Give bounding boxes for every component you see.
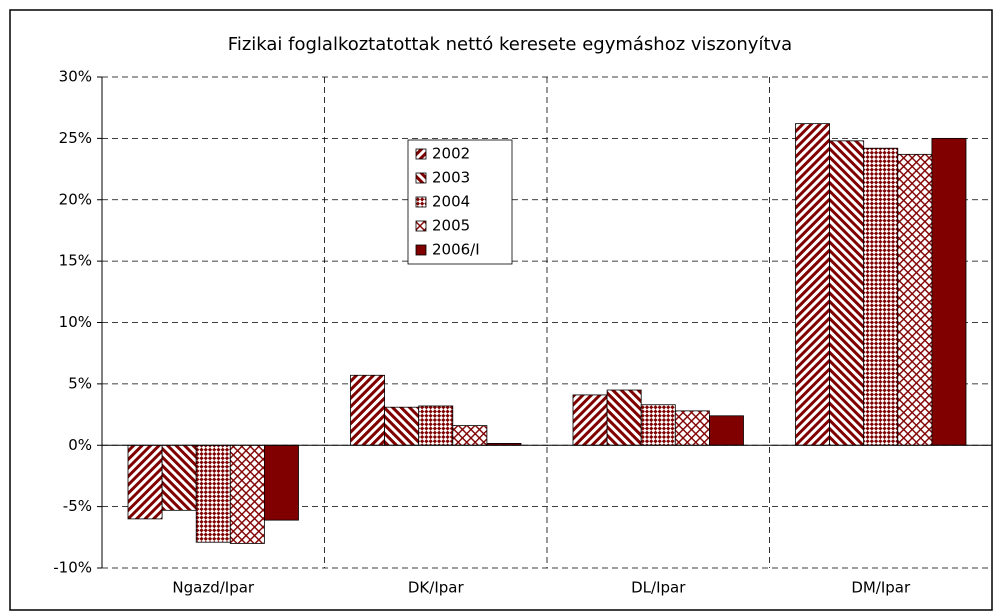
bar [418,405,454,446]
bar [709,415,744,446]
bar [674,410,710,446]
y-tick-label: 20% [59,190,92,208]
legend-swatch [415,148,427,160]
x-tick-label: DL/Ipar [631,579,686,597]
y-tick-label: 15% [59,252,92,270]
y-tick-label: -10% [53,559,92,577]
bar [572,394,608,446]
legend-swatch [415,196,427,208]
legend-label: 2004 [432,193,470,211]
y-tick-label: 25% [59,129,92,147]
bar [795,123,830,446]
bar [229,444,265,544]
bar [640,404,676,446]
bar [350,374,385,446]
legend-swatch [415,172,427,184]
bar [931,137,967,446]
legend-swatch [415,220,427,232]
x-tick-label: Ngazd/Ipar [172,579,255,597]
y-tick-label: 10% [59,313,92,331]
bar [606,389,642,446]
bar [897,153,933,446]
x-tick-label: DM/Ipar [851,579,911,597]
legend-label: 2002 [432,145,470,163]
bar [863,147,899,446]
legend-label: 2006/I [432,241,480,259]
bar [127,444,163,520]
y-tick-label: 30% [59,68,92,86]
bar [161,444,197,511]
y-tick-label: 0% [68,436,92,454]
y-tick-label: 5% [68,374,92,392]
legend-label: 2005 [432,217,470,235]
bar [263,444,299,521]
bar [195,444,231,543]
bar [829,140,865,446]
legend-label: 2003 [432,169,470,187]
y-tick-label: -5% [63,497,92,515]
x-tick-label: DK/Ipar [408,579,465,597]
bar [384,406,420,446]
bar [452,425,488,446]
legend-swatch [415,244,427,256]
chart-title: Fizikai foglalkoztatottak nettó keresete… [228,34,792,55]
